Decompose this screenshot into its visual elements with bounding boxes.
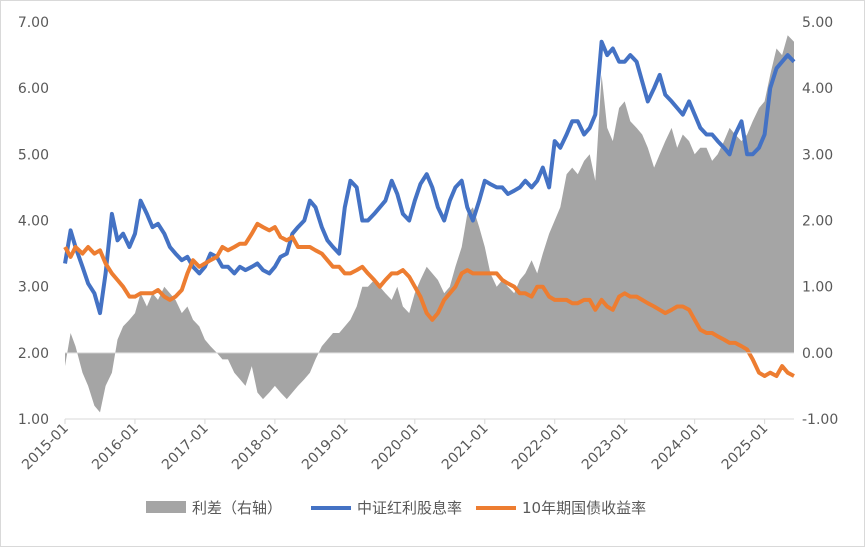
legend-label: 10年期国债收益率 (522, 499, 646, 517)
x-tick-label: 2017-01 (159, 421, 212, 474)
y-right-tick-label: 1.00 (802, 280, 833, 296)
line-series (63, 39, 796, 378)
x-tick-label: 2016-01 (89, 421, 142, 474)
x-tick-label: 2018-01 (229, 421, 282, 474)
legend-label: 中证红利股息率 (357, 499, 462, 517)
y-left-tick-label: 3.00 (18, 280, 49, 296)
x-tick-label: 2024-01 (649, 421, 702, 474)
y-left-tick-label: 1.00 (18, 412, 49, 428)
y-right-tick-label: 3.00 (802, 147, 833, 163)
legend-label: 利差（右轴） (192, 499, 282, 517)
y-right-tick-label: 5.00 (802, 15, 833, 31)
y-left-tick-label: 4.00 (18, 214, 49, 230)
spread-area (65, 35, 794, 413)
y-right-tick-label: 0.00 (802, 346, 833, 362)
y-right-tick-label: -1.00 (802, 412, 838, 428)
legend-swatch-area (146, 501, 186, 513)
series-1-line (63, 39, 796, 316)
y-left-tick-label: 2.00 (18, 346, 49, 362)
y-left-tick-label: 7.00 (18, 15, 49, 31)
x-tick-label: 2025-01 (719, 421, 772, 474)
y-right-tick-label: 2.00 (802, 214, 833, 230)
y-right-tick-label: 4.00 (802, 81, 833, 97)
series-0-area (65, 35, 794, 413)
x-tick-label: 2020-01 (369, 421, 422, 474)
y-left-tick-label: 6.00 (18, 81, 49, 97)
y-left-tick-label: 5.00 (18, 147, 49, 163)
x-tick-label: 2022-01 (509, 421, 562, 474)
x-tick-label: 2021-01 (439, 421, 492, 474)
x-tick-label: 2019-01 (299, 421, 352, 474)
legend: 利差（右轴） 中证红利股息率 10年期国债收益率 (146, 499, 646, 517)
series-2-line (63, 221, 795, 378)
x-tick-label: 2015-01 (19, 421, 72, 474)
x-tick-label: 2023-01 (579, 421, 632, 474)
